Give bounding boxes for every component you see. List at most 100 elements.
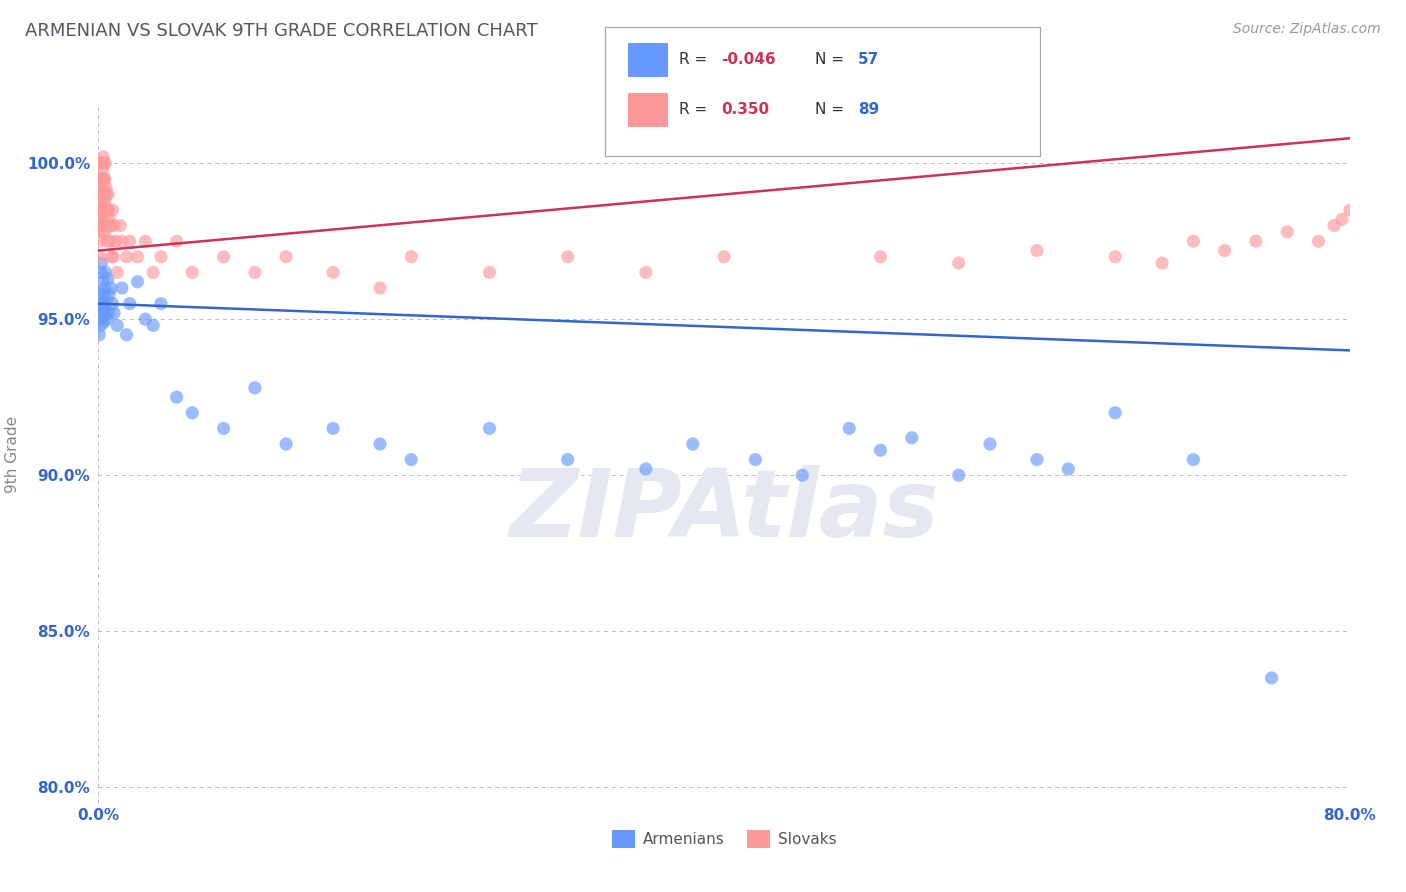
- Point: [91, 202, 114, 217]
- Point: [93, 156, 115, 170]
- Point: [90, 296, 112, 310]
- Point: [90, 256, 112, 270]
- Point: [1308, 234, 1330, 248]
- Point: [1026, 452, 1049, 467]
- Point: [166, 390, 188, 404]
- Point: [97, 187, 120, 202]
- Point: [98, 287, 121, 301]
- Point: [97, 271, 120, 285]
- Point: [212, 250, 235, 264]
- Point: [682, 437, 704, 451]
- Point: [93, 171, 115, 186]
- Point: [1369, 187, 1392, 202]
- Point: [1104, 250, 1126, 264]
- Point: [97, 306, 120, 320]
- Point: [96, 312, 118, 326]
- Y-axis label: 9th Grade: 9th Grade: [4, 417, 20, 493]
- Point: [1277, 225, 1299, 239]
- Point: [93, 181, 115, 195]
- Point: [91, 219, 114, 233]
- Point: [1323, 219, 1346, 233]
- Point: [93, 225, 115, 239]
- Point: [948, 468, 970, 483]
- Point: [111, 234, 134, 248]
- Point: [869, 443, 891, 458]
- Point: [89, 327, 111, 342]
- Point: [93, 281, 115, 295]
- Point: [90, 225, 112, 239]
- Point: [401, 250, 423, 264]
- Point: [93, 194, 115, 208]
- Point: [91, 150, 114, 164]
- Point: [1150, 256, 1173, 270]
- Point: [838, 421, 860, 435]
- Point: [103, 306, 125, 320]
- Point: [91, 296, 114, 310]
- Point: [744, 452, 766, 467]
- Point: [115, 250, 138, 264]
- Point: [90, 265, 112, 279]
- Point: [478, 421, 501, 435]
- Point: [166, 234, 188, 248]
- Point: [150, 296, 173, 310]
- Point: [1330, 212, 1353, 227]
- Point: [89, 212, 111, 227]
- Point: [89, 171, 111, 186]
- Point: [90, 156, 112, 170]
- Text: R =: R =: [679, 53, 713, 67]
- Point: [181, 265, 204, 279]
- Point: [1057, 462, 1080, 476]
- Point: [90, 312, 112, 326]
- Point: [93, 306, 115, 320]
- Point: [274, 250, 298, 264]
- Point: [557, 250, 579, 264]
- Legend: Armenians, Slovaks: Armenians, Slovaks: [606, 823, 842, 855]
- Point: [94, 171, 117, 186]
- Point: [98, 234, 121, 248]
- Text: 89: 89: [858, 103, 879, 117]
- Point: [100, 219, 122, 233]
- Text: -0.046: -0.046: [721, 53, 776, 67]
- Point: [90, 212, 112, 227]
- Point: [89, 250, 111, 264]
- Point: [94, 300, 117, 314]
- Point: [1339, 202, 1361, 217]
- Point: [634, 265, 657, 279]
- Point: [127, 275, 149, 289]
- Point: [150, 250, 173, 264]
- Point: [96, 219, 118, 233]
- Text: 0.350: 0.350: [721, 103, 769, 117]
- Point: [90, 318, 112, 333]
- Point: [1244, 234, 1267, 248]
- Point: [322, 265, 344, 279]
- Point: [96, 202, 118, 217]
- Point: [94, 265, 117, 279]
- Point: [96, 234, 118, 248]
- Point: [134, 312, 156, 326]
- Point: [1182, 234, 1205, 248]
- Point: [1260, 671, 1282, 685]
- Point: [104, 234, 127, 248]
- Point: [101, 202, 124, 217]
- Point: [90, 202, 112, 217]
- Point: [111, 281, 134, 295]
- Point: [96, 181, 118, 195]
- Point: [93, 315, 115, 329]
- Point: [118, 234, 141, 248]
- Point: [96, 187, 118, 202]
- Point: [89, 287, 111, 301]
- Point: [368, 437, 391, 451]
- Point: [557, 452, 579, 467]
- Point: [105, 318, 128, 333]
- Point: [103, 219, 125, 233]
- Point: [900, 431, 922, 445]
- Text: 57: 57: [858, 53, 879, 67]
- Point: [1182, 452, 1205, 467]
- Point: [979, 437, 1001, 451]
- Point: [90, 171, 112, 186]
- Point: [127, 250, 149, 264]
- Point: [89, 202, 111, 217]
- Point: [274, 437, 298, 451]
- Point: [91, 275, 114, 289]
- Point: [212, 421, 235, 435]
